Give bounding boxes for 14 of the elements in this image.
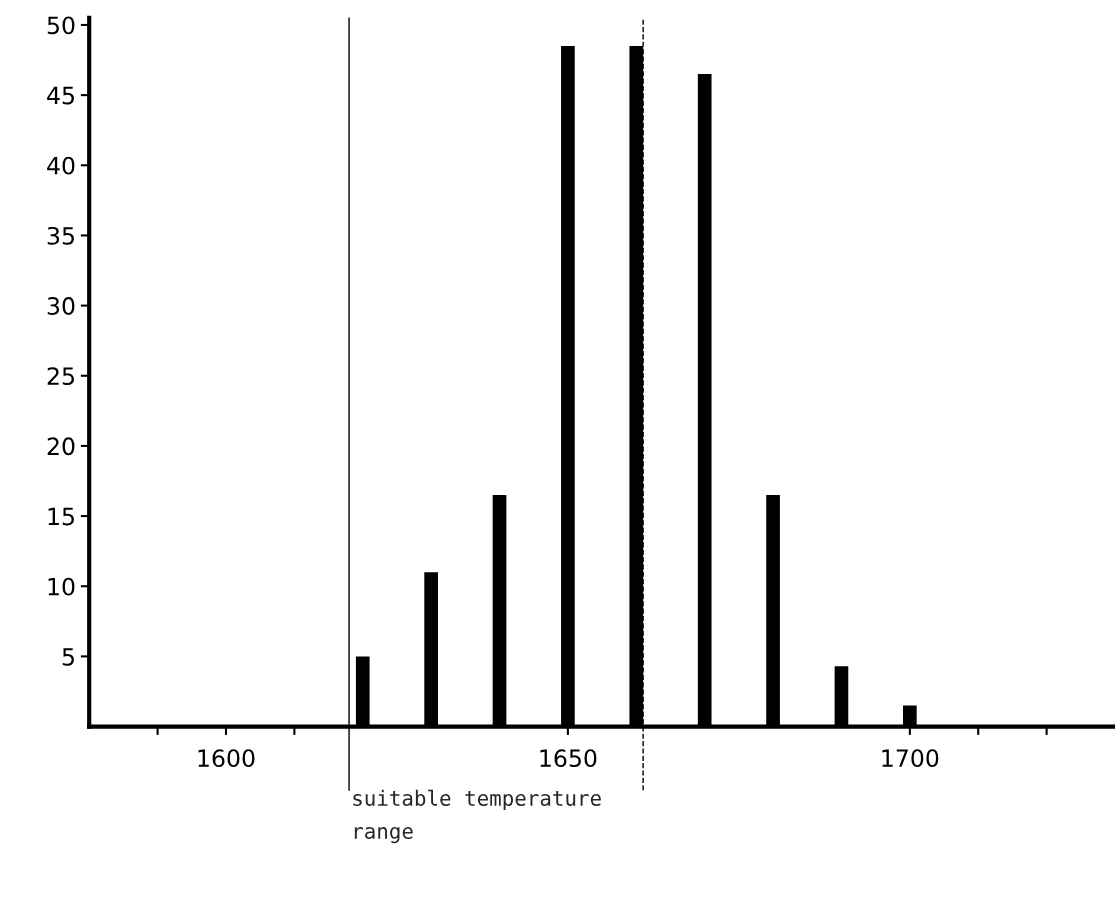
x-tick-label: 1700 xyxy=(882,749,939,768)
y-tick-label: 50 xyxy=(47,16,75,35)
y-tick-label: 20 xyxy=(47,437,75,456)
x-tick-label: 1600 xyxy=(198,749,255,768)
y-tick-label: 10 xyxy=(48,577,75,596)
text: suitable temperature range xyxy=(353,789,601,844)
x-tick-label: 1650 xyxy=(540,749,597,768)
y-tick-label: 15 xyxy=(48,507,74,526)
y-tick-label: 40 xyxy=(47,156,75,175)
y-tick-label: 5 xyxy=(62,648,74,666)
y-tick-label: 35 xyxy=(47,226,74,245)
y-tick-label: 45 xyxy=(47,86,74,105)
y-tick-label: 25 xyxy=(47,367,74,386)
y-tick-label: 30 xyxy=(47,297,75,315)
